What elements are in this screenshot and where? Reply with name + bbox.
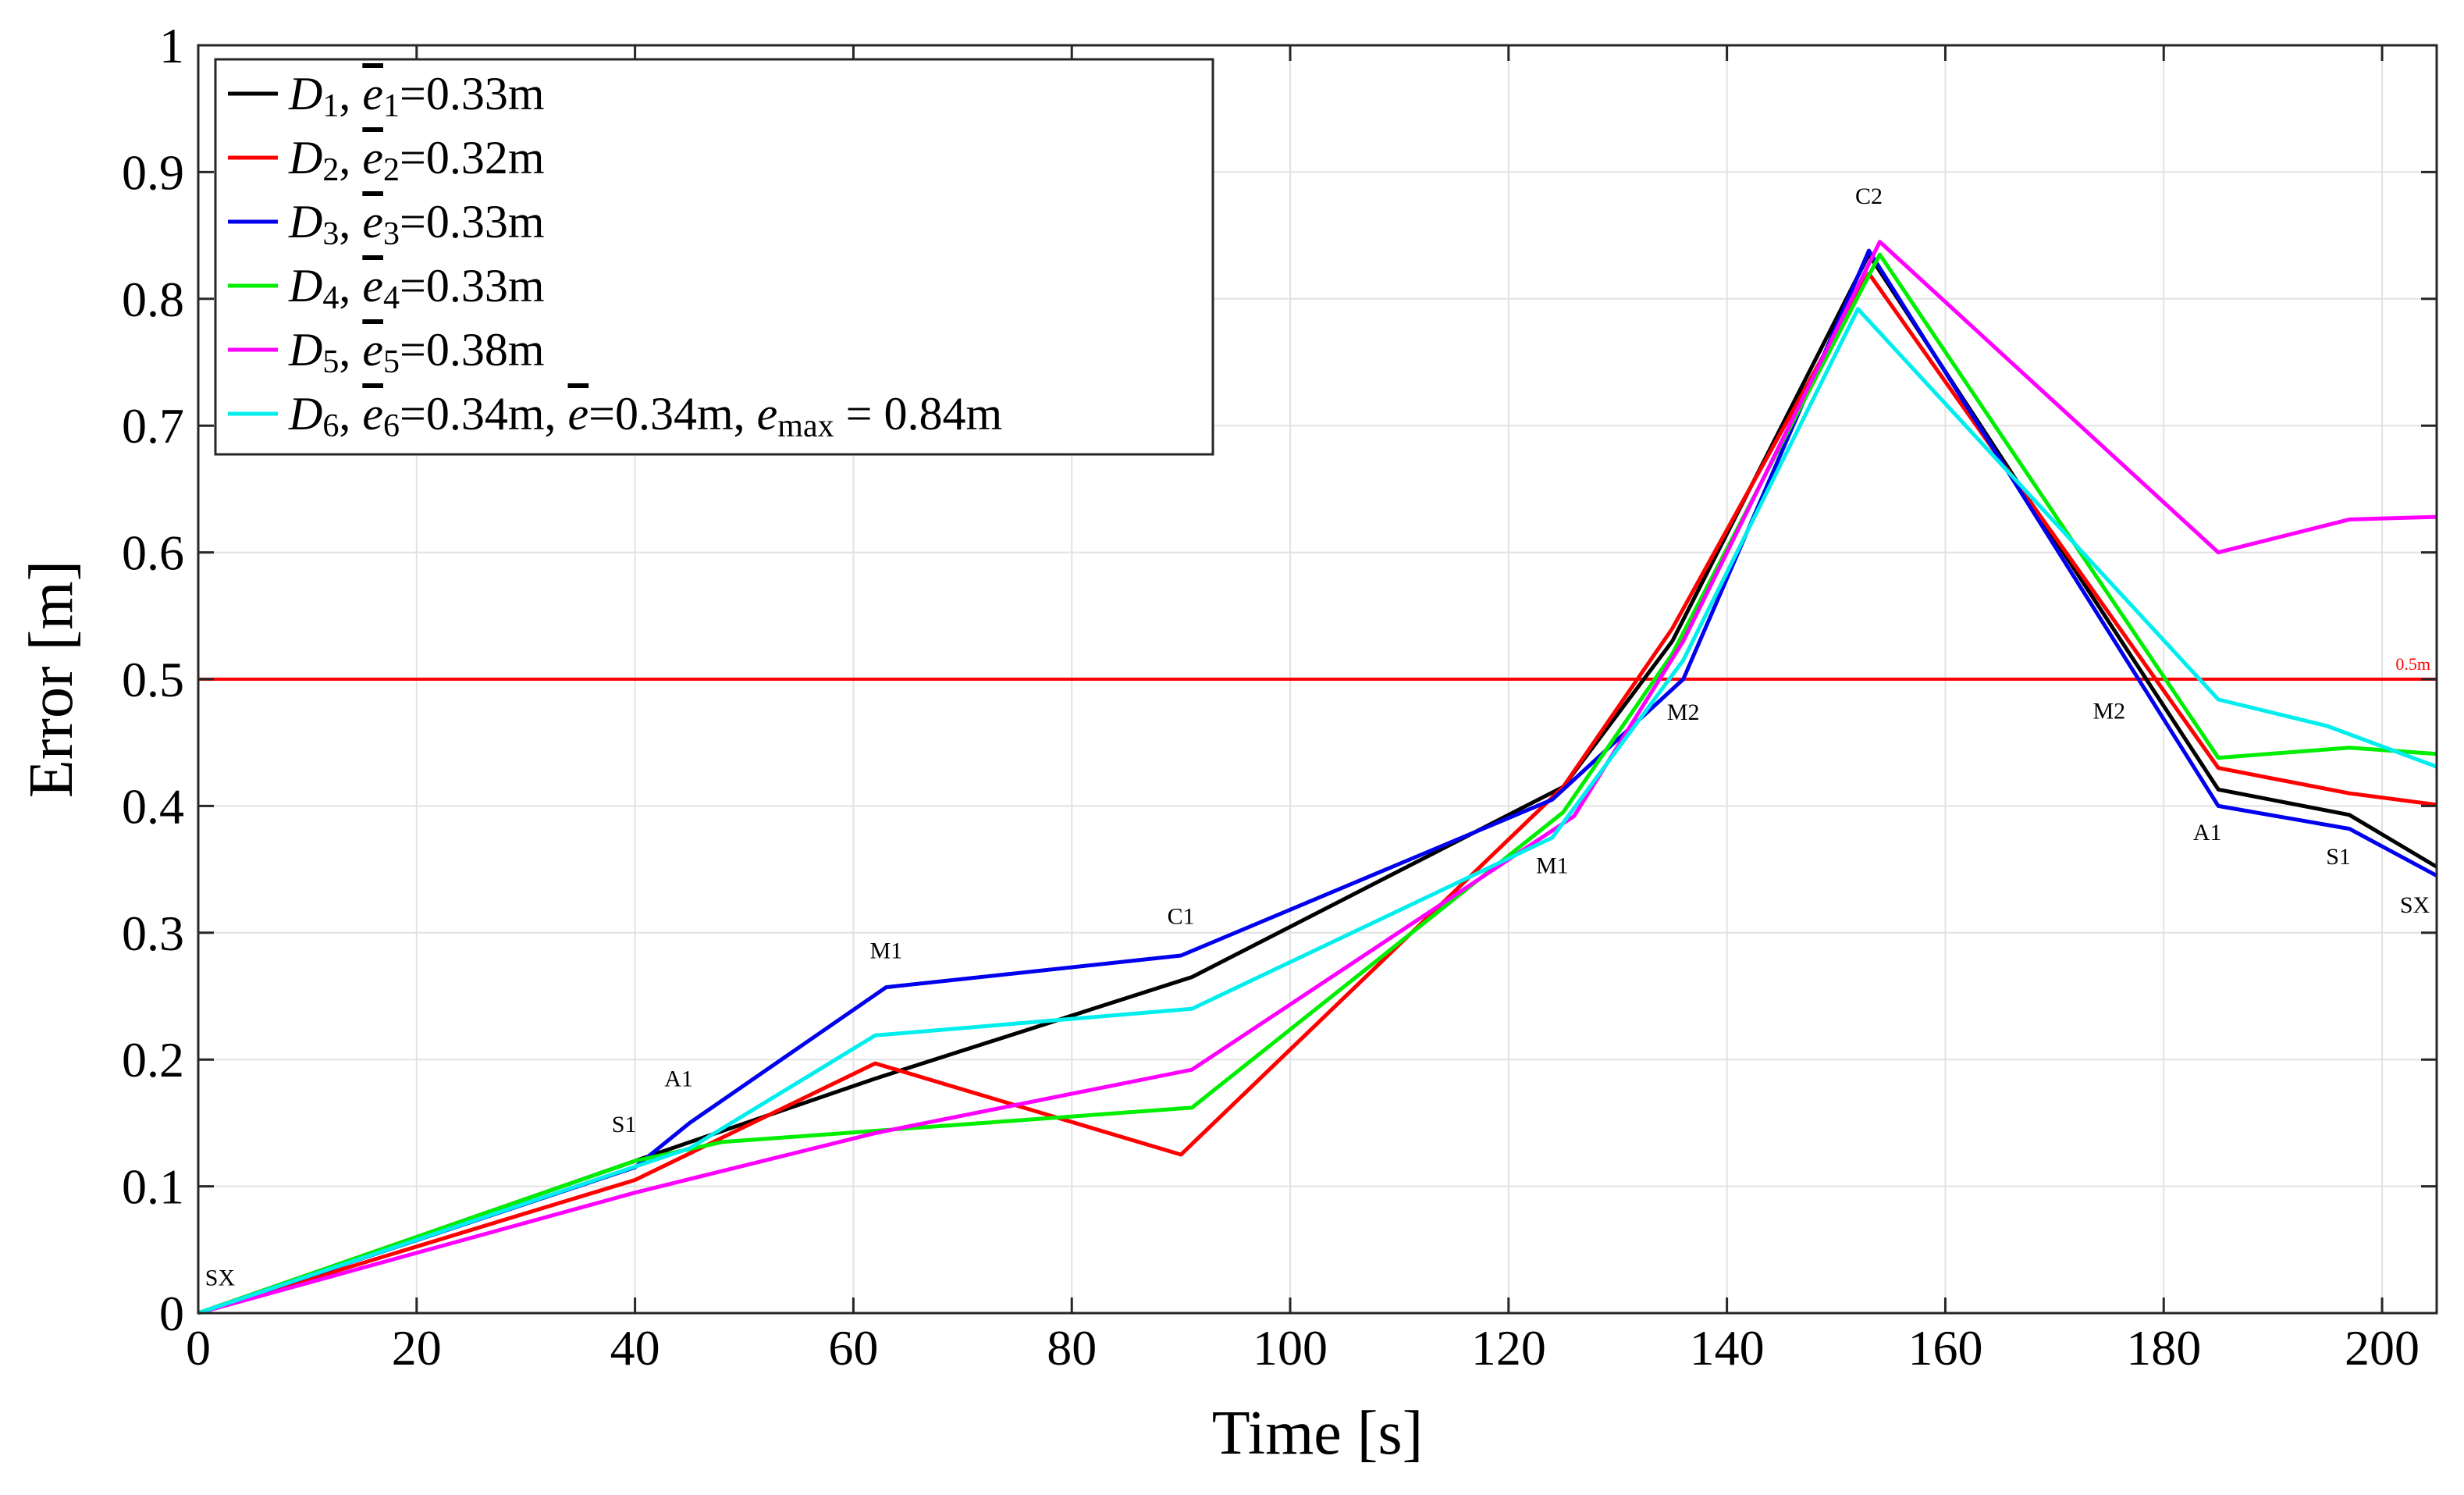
y-axis-title: Error [m] (17, 561, 86, 798)
y-tick-label: 0.6 (122, 525, 184, 581)
annotation-m2: M2 (1667, 699, 1700, 725)
legend-label-d5: D5, e5=0.38m (288, 324, 545, 380)
y-tick-label: 0.3 (122, 906, 184, 961)
legend-label-d6: D6, e6=0.34m, e=0.34m, emax = 0.84m (288, 388, 1002, 444)
legend-label-d3: D3, e3=0.33m (288, 196, 545, 252)
axes-group: Time [s] Error [m] 0 20 40 60 80 100 120 140 160… (17, 18, 2438, 1468)
x-tick-label: 40 (610, 1320, 660, 1376)
x-tick-label: 160 (1908, 1320, 1982, 1376)
annotation-m1: M1 (1536, 853, 1569, 878)
annotation-sx: SX (205, 1265, 236, 1290)
annotation-s1: S1 (2326, 844, 2351, 870)
reference-line-group: 0.5m (198, 654, 2437, 681)
annotation-m1: M1 (870, 938, 903, 963)
x-tick-label: 200 (2345, 1320, 2420, 1376)
y-tick-label: 0 (159, 1286, 184, 1341)
x-tick-label: 120 (1471, 1320, 1546, 1376)
y-tick-label: 0.5 (122, 652, 184, 707)
annotation-sx: SX (2400, 892, 2430, 918)
legend-box (214, 58, 1214, 456)
y-tick-label: 0.9 (122, 144, 184, 200)
annotation-c2: C2 (1855, 183, 1883, 209)
x-tick-label: 140 (1690, 1320, 1765, 1376)
y-tick-label: 0.7 (122, 398, 184, 454)
x-tick-label: 100 (1253, 1320, 1328, 1376)
legend: D1, e1=0.33m D2, e2=0.32m D3, e3=0.33m D4, … (214, 58, 1214, 456)
y-tick-label: 0.1 (122, 1159, 184, 1215)
annotation-m2: M2 (2092, 698, 2125, 724)
y-tick-label: 0.4 (122, 778, 184, 834)
x-axis-title: Time [s] (1212, 1399, 1423, 1468)
reference-line-label: 0.5m (2395, 654, 2430, 674)
x-tick-label: 180 (2126, 1320, 2201, 1376)
x-tick-label: 80 (1047, 1320, 1097, 1376)
series-line-d2 (197, 271, 2437, 1315)
annotation-a1: A1 (664, 1066, 693, 1091)
x-tick-label: 60 (828, 1320, 878, 1376)
y-tick-label: 0.8 (122, 272, 184, 327)
annotations-group: SX S1 A1 M1 C1 M1 M2 C2 M2 A1 S1 SX (205, 183, 2430, 1290)
x-tick-label: 20 (392, 1320, 442, 1376)
annotation-a1: A1 (2193, 820, 2222, 845)
annotation-c1: C1 (1168, 903, 1195, 929)
series-line-d3 (197, 248, 2438, 1315)
y-tick-label: 1 (159, 18, 184, 73)
series-line-d5 (197, 240, 2437, 1315)
legend-label-d4: D4, e4=0.33m (288, 260, 545, 316)
y-tick-label: 0.2 (122, 1032, 184, 1087)
legend-label-d2: D2, e2=0.32m (288, 132, 545, 188)
annotation-s1: S1 (612, 1112, 637, 1137)
legend-label-d1: D1, e1=0.33m (288, 68, 545, 124)
series-line-d6 (197, 307, 2437, 1315)
data-series-group (197, 240, 2438, 1315)
x-tick-label: 0 (186, 1320, 211, 1376)
